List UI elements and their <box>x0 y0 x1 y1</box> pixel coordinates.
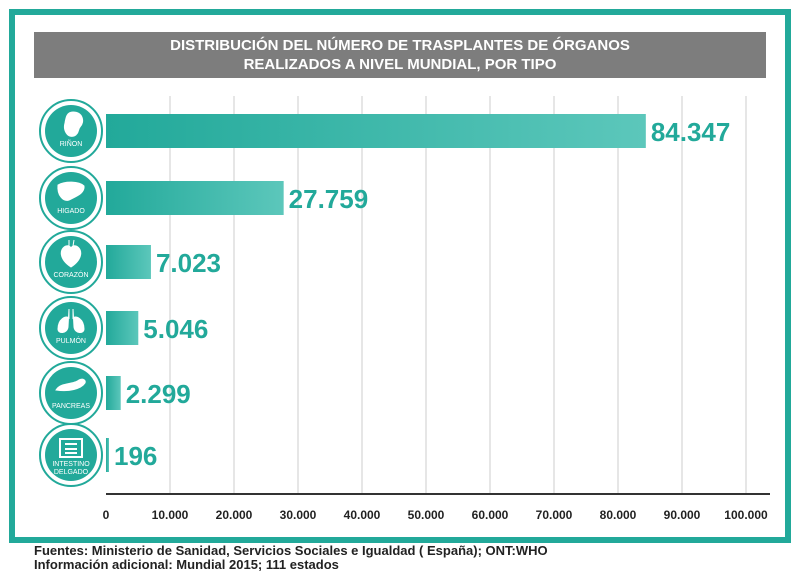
category-label: DELGADO <box>54 469 89 476</box>
footer-additional-info: Información adicional: Mundial 2015; 111… <box>34 557 339 572</box>
x-tick-label: 0 <box>103 508 110 522</box>
heart-icon <box>60 239 82 268</box>
data-label: 196 <box>114 441 157 471</box>
category-badge: HIGADO <box>39 166 103 230</box>
x-tick-label: 10.000 <box>152 508 189 522</box>
category-label: INTESTINO <box>52 461 90 468</box>
category-badge: PANCREAS <box>39 361 103 425</box>
data-label: 7.023 <box>156 248 221 278</box>
x-tick-label: 90.000 <box>664 508 701 522</box>
data-label: 27.759 <box>289 184 369 214</box>
badge-circle <box>45 302 97 354</box>
category-badge: CORAZÓN <box>39 230 103 294</box>
category-label: PULMÓN <box>56 336 86 345</box>
intestine-icon <box>59 438 83 458</box>
footer-sources: Fuentes: Ministerio de Sanidad, Servicio… <box>34 543 548 558</box>
badge-circle <box>45 367 97 419</box>
category-label: RIÑON <box>60 139 83 148</box>
bar <box>106 376 121 410</box>
bar <box>106 181 284 215</box>
liver-icon <box>57 181 85 201</box>
x-tick-label: 100.000 <box>724 508 768 522</box>
x-tick-label: 70.000 <box>536 508 573 522</box>
bar <box>106 311 139 345</box>
chart-title-line1: DISTRIBUCIÓN DEL NÚMERO DE TRASPLANTES D… <box>170 37 630 54</box>
bar <box>106 114 646 148</box>
x-tick-label: 40.000 <box>344 508 381 522</box>
bar <box>106 438 109 472</box>
chart-title-line2: REALIZADOS A NIVEL MUNDIAL, POR TIPO <box>243 56 557 73</box>
category-badge: RIÑON <box>39 99 103 163</box>
data-label: 5.046 <box>143 314 208 344</box>
data-label: 2.299 <box>126 379 191 409</box>
lung-icon <box>57 308 85 333</box>
kidney-icon <box>64 111 84 137</box>
x-tick-label: 20.000 <box>216 508 253 522</box>
chart-title: DISTRIBUCIÓN DEL NÚMERO DE TRASPLANTES D… <box>34 32 766 78</box>
bar <box>106 245 151 279</box>
category-badge: PULMÓN <box>39 296 103 360</box>
category-label: HIGADO <box>57 208 85 215</box>
data-label: 84.347 <box>651 117 731 147</box>
category-label: PANCREAS <box>52 403 90 410</box>
x-tick-label: 80.000 <box>600 508 637 522</box>
category-label: CORAZÓN <box>54 270 89 279</box>
footer: Fuentes: Ministerio de Sanidad, Servicio… <box>34 544 548 572</box>
x-tick-label: 30.000 <box>280 508 317 522</box>
x-tick-label: 60.000 <box>472 508 509 522</box>
badge-circle <box>45 429 97 481</box>
x-tick-label: 50.000 <box>408 508 445 522</box>
pancreas-icon <box>55 378 86 392</box>
